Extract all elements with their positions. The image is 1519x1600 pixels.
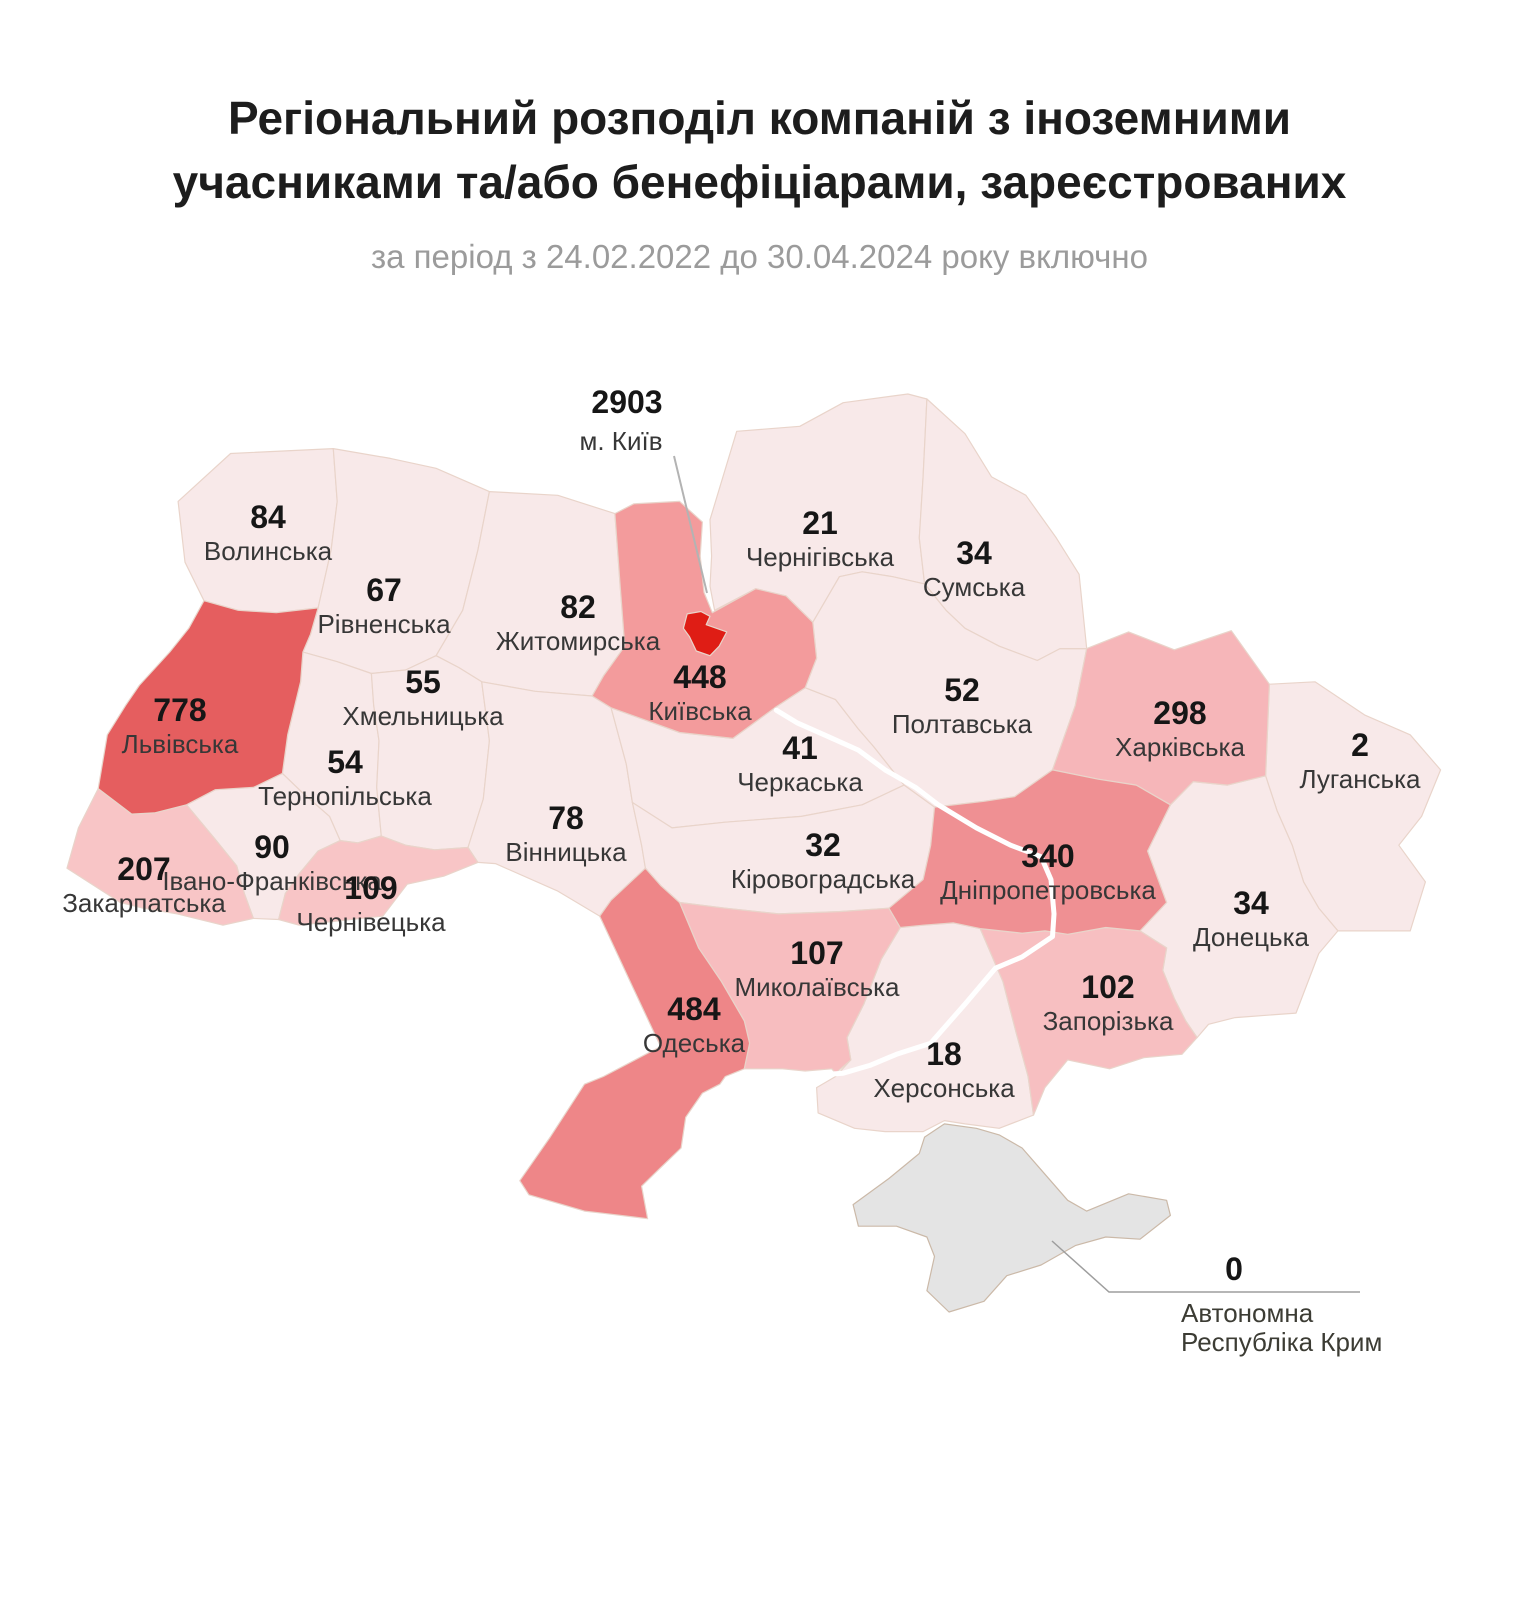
svg-text:Рівненська: Рівненська <box>317 609 451 639</box>
svg-text:Полтавська: Полтавська <box>892 709 1033 739</box>
svg-text:2: 2 <box>1351 727 1369 763</box>
svg-text:Львівська: Львівська <box>122 729 239 759</box>
svg-text:207: 207 <box>117 851 170 887</box>
svg-text:298: 298 <box>1153 695 1206 731</box>
svg-text:Вінницька: Вінницька <box>505 837 627 867</box>
svg-text:54: 54 <box>327 744 363 780</box>
svg-text:Чернігівська: Чернігівська <box>746 542 895 572</box>
svg-text:Кіровоградська: Кіровоградська <box>731 864 916 894</box>
svg-text:м. Київ: м. Київ <box>579 426 662 456</box>
svg-text:Івано-Франківська: Івано-Франківська <box>162 866 382 896</box>
svg-text:34: 34 <box>956 535 992 571</box>
svg-text:Харківська: Харківська <box>1115 732 1245 762</box>
svg-text:102: 102 <box>1081 969 1134 1005</box>
svg-text:Черкаська: Черкаська <box>737 767 863 797</box>
svg-text:18: 18 <box>926 1036 962 1072</box>
svg-text:Республіка Крим: Республіка Крим <box>1181 1327 1382 1357</box>
svg-text:109: 109 <box>344 870 397 906</box>
svg-text:340: 340 <box>1021 838 1074 874</box>
svg-text:Житомирська: Житомирська <box>496 626 661 656</box>
svg-text:Донецька: Донецька <box>1193 922 1310 952</box>
svg-text:Одеська: Одеська <box>643 1028 746 1058</box>
svg-text:Дніпропетровська: Дніпропетровська <box>940 875 1156 905</box>
svg-text:34: 34 <box>1233 885 1269 921</box>
svg-text:Луганська: Луганська <box>1299 764 1421 794</box>
svg-text:82: 82 <box>560 589 596 625</box>
svg-text:0: 0 <box>1225 1251 1243 1287</box>
svg-text:778: 778 <box>153 692 206 728</box>
svg-text:78: 78 <box>548 800 584 836</box>
svg-text:67: 67 <box>366 572 402 608</box>
svg-text:90: 90 <box>254 829 290 865</box>
svg-text:Київська: Київська <box>648 696 752 726</box>
svg-text:21: 21 <box>802 505 838 541</box>
svg-text:448: 448 <box>673 659 726 695</box>
svg-text:107: 107 <box>790 935 843 971</box>
svg-text:484: 484 <box>667 991 721 1027</box>
svg-text:Автономна: Автономна <box>1181 1298 1314 1328</box>
svg-text:55: 55 <box>405 664 441 700</box>
svg-text:2903: 2903 <box>591 384 662 420</box>
svg-text:Тернопільська: Тернопільська <box>258 781 432 811</box>
svg-text:Херсонська: Херсонська <box>873 1073 1015 1103</box>
svg-text:Закарпатська: Закарпатська <box>62 888 226 918</box>
svg-text:84: 84 <box>250 499 286 535</box>
svg-text:32: 32 <box>805 827 841 863</box>
svg-text:Сумська: Сумська <box>923 572 1026 602</box>
svg-text:Миколаївська: Миколаївська <box>734 972 900 1002</box>
svg-text:Запорізька: Запорізька <box>1043 1006 1174 1036</box>
svg-text:Волинська: Волинська <box>204 536 333 566</box>
svg-text:Хмельницька: Хмельницька <box>342 701 504 731</box>
svg-text:52: 52 <box>944 672 980 708</box>
svg-text:Чернівецька: Чернівецька <box>296 907 446 937</box>
svg-text:41: 41 <box>782 730 818 766</box>
